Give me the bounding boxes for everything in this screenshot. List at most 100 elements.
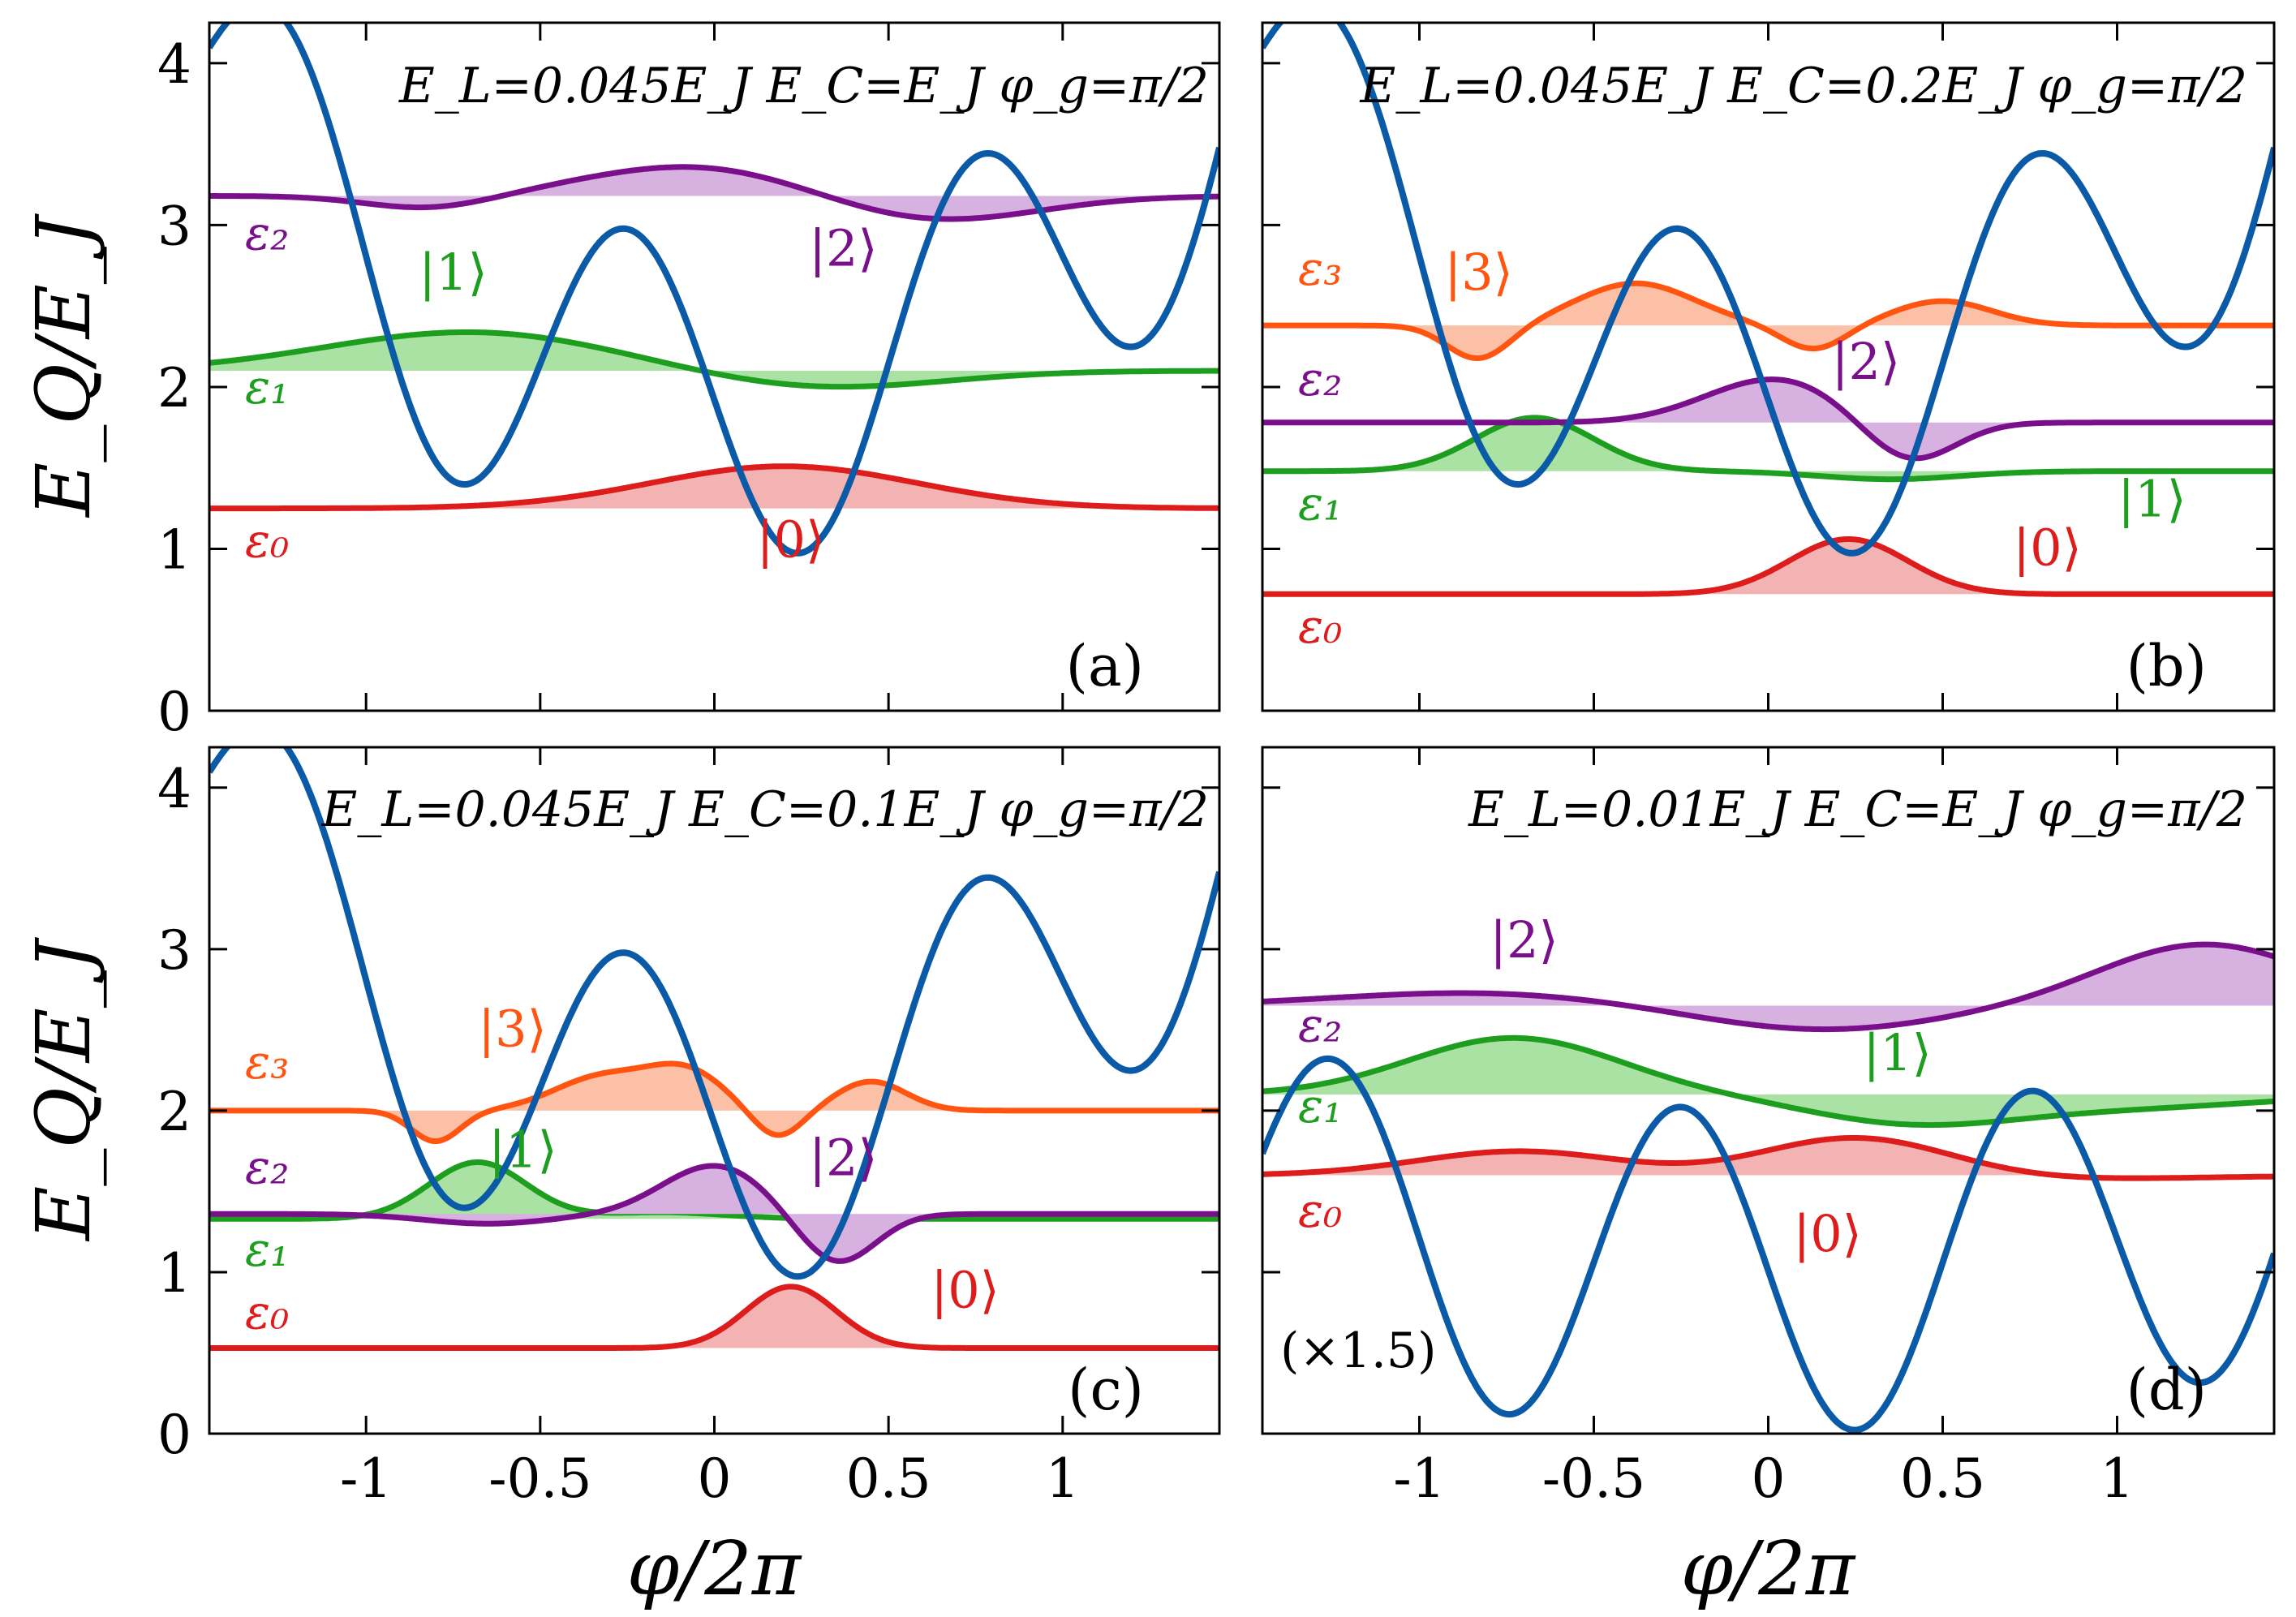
level-2-fill xyxy=(1262,944,2274,1030)
energy-label-2: ε₂ xyxy=(245,205,289,260)
level-3-curve xyxy=(209,1060,1219,1145)
level-1-fill xyxy=(209,332,1219,387)
state-label-0: |0⟩ xyxy=(931,1261,1000,1320)
y-tick-label: 2 xyxy=(157,1081,191,1143)
level-2-fill xyxy=(209,166,1219,219)
y-tick-label: 4 xyxy=(157,758,191,820)
plot-area xyxy=(209,23,1219,557)
energy-label-1: ε₁ xyxy=(1298,1078,1342,1133)
level-1-fill xyxy=(1262,417,2274,480)
level-0-curve xyxy=(1262,536,2274,597)
state-label-0: |0⟩ xyxy=(1793,1204,1862,1263)
level-0-curve xyxy=(209,463,1219,512)
state-label-0: |0⟩ xyxy=(2013,518,2082,577)
level-2-fill xyxy=(1262,379,2274,458)
panel-b-frame xyxy=(1261,21,2276,712)
level-0-fill xyxy=(209,466,1219,509)
y-tick-label: 2 xyxy=(157,357,191,419)
x-tick-label: -0.5 xyxy=(488,1447,591,1510)
x-tick-label: -1 xyxy=(1393,1447,1445,1510)
energy-label-2: ε₂ xyxy=(245,1139,289,1194)
panel-d-plot-layer: |0⟩ ε₀ |1⟩ ε₁ |2⟩ ε₂ xyxy=(1262,910,2274,1434)
level-0-curve xyxy=(1262,1135,2274,1181)
state-label-2: |2⟩ xyxy=(809,1129,878,1188)
plot-area xyxy=(1262,23,2274,597)
level-2-curve xyxy=(1262,941,2274,1033)
y-axis-label-bottom: E_Q/E_J xyxy=(20,936,107,1242)
potential-curve xyxy=(209,747,1219,1280)
level-3-fill xyxy=(209,1063,1219,1142)
panel-c-ticks: 0 1 2 3 4 -1 -0.5 0 0.5 1 xyxy=(157,747,1219,1510)
level-1-curve xyxy=(209,329,1219,390)
state-label-1: |1⟩ xyxy=(488,1120,557,1180)
level-2-curve xyxy=(1262,376,2274,462)
x-tick-label: 0 xyxy=(698,1447,732,1510)
panel-a-annotation: E_L=0.045E_J E_C=E_J φ_g=π/2 xyxy=(398,58,1209,114)
state-label-1: |1⟩ xyxy=(419,243,488,302)
y-tick-label: 0 xyxy=(157,1404,191,1466)
level-2-fill xyxy=(209,1166,1219,1262)
level-1-curve xyxy=(1262,415,2274,483)
y-tick-label: 0 xyxy=(157,681,191,743)
energy-label-0: ε₀ xyxy=(245,1285,289,1340)
level-0-fill xyxy=(1262,539,2274,595)
panel-a-label: (a) xyxy=(1066,633,1144,699)
x-axis-label-left: φ/2π xyxy=(627,1525,802,1612)
level-0-curve xyxy=(209,1284,1219,1351)
panel-d-annotation: E_L=0.01E_J E_C=E_J φ_g=π/2 xyxy=(1468,781,2247,838)
panel-d: |0⟩ ε₀ |1⟩ ε₁ |2⟩ ε₂ -1 -0.5 0 0.5 1 E_L=0.01E_J … xyxy=(1261,746,2276,1510)
x-tick-label: -1 xyxy=(340,1447,392,1510)
energy-label-0: ε₀ xyxy=(1298,599,1342,654)
level-0-fill xyxy=(209,1286,1219,1348)
panel-c: |0⟩ ε₀ |1⟩ ε₁ |2⟩ ε₂ |3⟩ ε₃ 0 1 2 3 4 -1 -0.5 0 0.5 1 E_… xyxy=(157,746,1221,1510)
panel-d-label: (d) xyxy=(2126,1357,2207,1423)
panel-a-plot-layer: |0⟩ ε₀ |1⟩ ε₁ |2⟩ ε₂ xyxy=(209,23,1219,569)
y-axis-label-top: E_Q/E_J xyxy=(20,213,107,518)
energy-label-3: ε₃ xyxy=(1298,241,1342,296)
potential-curve xyxy=(209,23,1219,557)
level-1-curve xyxy=(209,1159,1219,1222)
y-tick-label: 1 xyxy=(157,518,191,581)
state-label-0: |0⟩ xyxy=(757,510,826,569)
x-tick-label: 0.5 xyxy=(846,1447,931,1510)
plot-area xyxy=(209,747,1219,1351)
state-label-3: |3⟩ xyxy=(478,999,547,1058)
energy-label-2: ε₂ xyxy=(1298,997,1342,1052)
y-tick-label: 1 xyxy=(157,1242,191,1305)
energy-label-3: ε₃ xyxy=(245,1034,289,1090)
energy-label-0: ε₀ xyxy=(1298,1183,1342,1238)
y-tick-label: 3 xyxy=(157,919,191,982)
potential-curve xyxy=(1262,1055,2274,1434)
state-label-2: |2⟩ xyxy=(1490,910,1559,970)
energy-label-1: ε₁ xyxy=(1298,476,1342,531)
panel-a-ticks: 0 1 2 3 4 xyxy=(157,23,1219,743)
level-1-fill xyxy=(1262,1038,2274,1125)
panel-b-annotation: E_L=0.045E_J E_C=0.2E_J φ_g=π/2 xyxy=(1360,58,2247,114)
panel-d-ticks: -1 -0.5 0 0.5 1 xyxy=(1262,747,2274,1510)
panel-b-ticks xyxy=(1262,23,2274,712)
energy-label-2: ε₂ xyxy=(1298,351,1342,406)
panel-d-scale-note: (×1.5) xyxy=(1280,1322,1437,1379)
level-3-curve xyxy=(1262,280,2274,361)
potential-curve xyxy=(1262,23,2274,557)
energy-label-1: ε₁ xyxy=(245,359,289,415)
level-2-curve xyxy=(209,164,1219,222)
level-1-curve xyxy=(1262,1034,2274,1129)
panel-c-annotation: E_L=0.045E_J E_C=0.1E_J φ_g=π/2 xyxy=(321,781,1209,838)
panel-b-label: (b) xyxy=(2126,633,2207,699)
x-tick-label: -0.5 xyxy=(1542,1447,1645,1510)
x-tick-label: 0.5 xyxy=(1900,1447,1985,1510)
panel-c-plot-layer: |0⟩ ε₀ |1⟩ ε₁ |2⟩ ε₂ |3⟩ ε₃ xyxy=(209,747,1219,1351)
panel-b-plot-layer: |0⟩ ε₀ |1⟩ ε₁ |2⟩ ε₂ |3⟩ ε₃ xyxy=(1262,23,2274,654)
panel-a: |0⟩ ε₀ |1⟩ ε₁ |2⟩ ε₂ 0 1 2 3 4 E_L=0.045E_J E_C=E… xyxy=(157,21,1221,743)
y-tick-label: 4 xyxy=(157,33,191,96)
panel-c-label: (c) xyxy=(1068,1357,1144,1423)
level-0-fill xyxy=(1262,1137,2274,1179)
x-tick-label: 1 xyxy=(2100,1447,2135,1510)
y-tick-label: 3 xyxy=(157,195,191,257)
state-label-1: |1⟩ xyxy=(2118,470,2186,529)
level-3-fill xyxy=(1262,283,2274,359)
x-tick-label: 1 xyxy=(1046,1447,1080,1510)
panel-b: |0⟩ ε₀ |1⟩ ε₁ |2⟩ ε₂ |3⟩ ε₃ E_L=0.045E_J E_C=0.… xyxy=(1261,21,2276,712)
